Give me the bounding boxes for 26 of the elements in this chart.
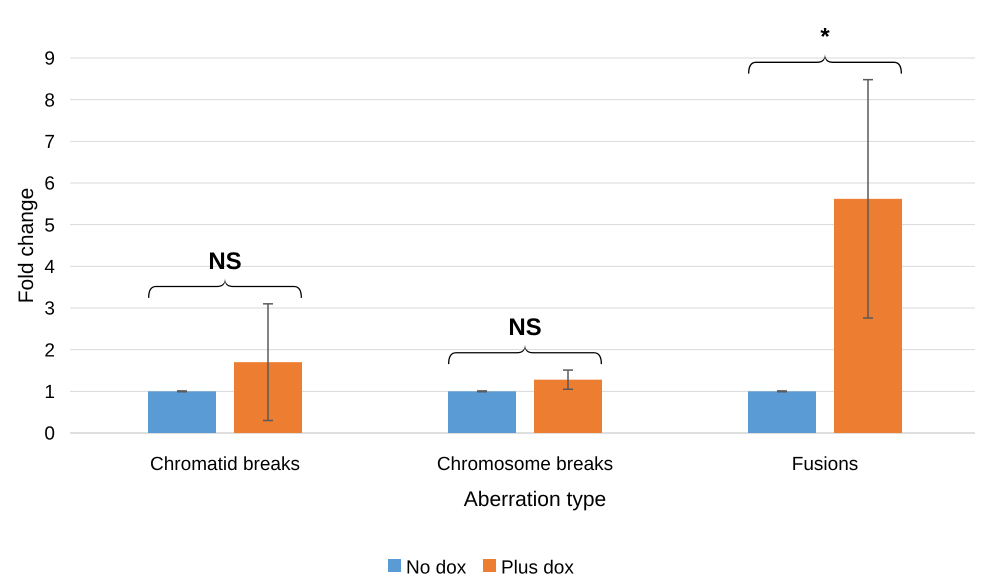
y-tick-label: 9 <box>44 48 55 70</box>
x-tick-label: Fusions <box>792 454 858 475</box>
y-tick-label: 5 <box>44 215 55 236</box>
y-tick-label: 0 <box>44 424 55 445</box>
y-tick-label: 3 <box>44 298 55 320</box>
bar <box>148 391 216 433</box>
y-axis-title: Fold change <box>15 188 38 304</box>
annotation: NS <box>208 248 242 275</box>
bar <box>448 391 516 433</box>
x-tick-label: Chromosome breaks <box>436 454 614 475</box>
x-tick-label: Chromatid breaks <box>150 454 300 475</box>
bar <box>834 198 902 433</box>
text: * <box>820 24 830 51</box>
annotation: NS <box>508 314 542 342</box>
y-tick-label: 7 <box>44 132 55 153</box>
legend-label: No dox <box>406 558 467 579</box>
legend-label: Plus dox <box>501 558 574 579</box>
y-tick-label: 6 <box>44 174 55 195</box>
y-tick-label: 1 <box>44 382 55 403</box>
bar <box>234 362 302 433</box>
x-axis-title: Aberration type <box>464 488 606 511</box>
y-tick-label: 2 <box>44 340 55 362</box>
bar <box>534 380 602 433</box>
bar <box>748 391 816 433</box>
y-tick-label: 8 <box>44 90 55 112</box>
y-tick-label: 4 <box>44 256 56 278</box>
